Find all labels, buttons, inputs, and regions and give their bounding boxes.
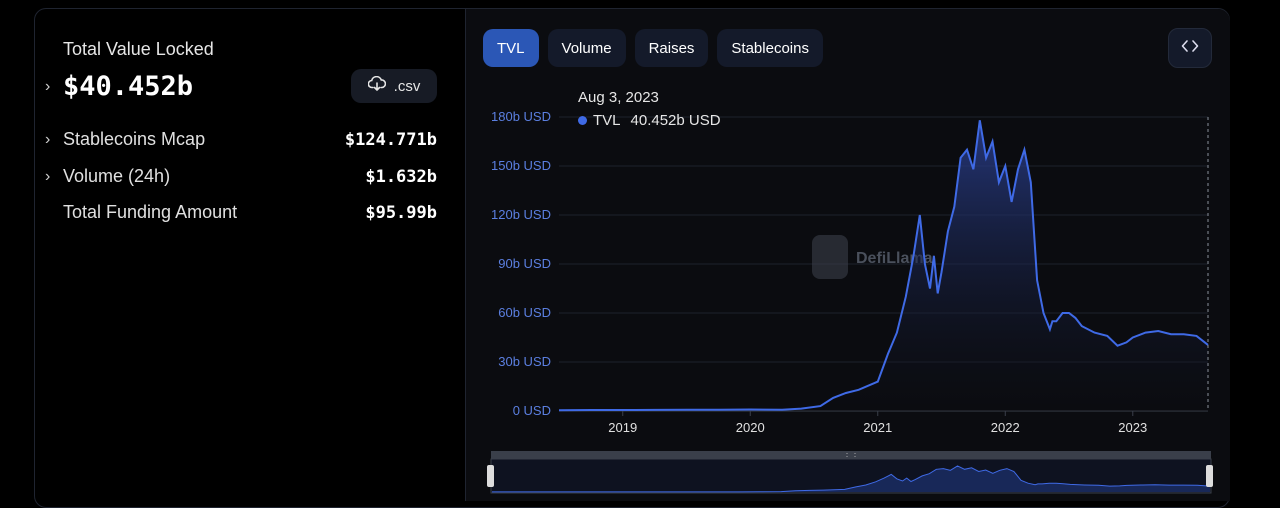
slider-track-top[interactable] [491,451,1211,459]
tooltip-series: TVL 40.452b USD [578,112,721,129]
x-tick-label: 2022 [991,420,1020,435]
slider-handle-right[interactable] [1206,465,1213,487]
slider-handle-left[interactable] [487,465,494,487]
dashboard-card: Total Value Locked › $40.452b .csv › Sta… [34,8,1230,508]
mini-line [492,465,1211,493]
x-axis: 2019 2020 2021 2022 2023 [608,411,1147,435]
tooltip-date: Aug 3, 2023 [578,89,659,106]
stat-value: $95.99b [365,202,437,223]
tab-volume[interactable]: Volume [547,29,626,67]
stat-value: $124.771b [344,129,437,150]
y-tick-label: 90b USD [498,256,551,271]
stat-row-volume[interactable]: › Volume (24h) $1.632b [45,166,437,187]
series-dot-icon [578,116,587,125]
x-tick-label: 2020 [736,420,765,435]
y-tick-label: 150b USD [491,158,551,173]
code-icon [1181,39,1199,58]
embed-code-button[interactable] [1168,28,1212,68]
grip-icon: ⋮⋮ [843,452,859,461]
csv-label: .csv [393,77,421,95]
x-tick-label: 2019 [608,420,637,435]
y-axis: 0 USD 30b USD 60b USD 90b USD 120b USD 150b U… [491,109,551,418]
stat-value: $1.632b [365,166,437,187]
tvl-row[interactable]: › $40.452b [45,71,193,102]
stat-label-wrap: › Total Funding Amount [45,202,237,223]
stat-row-stablecoins[interactable]: › Stablecoins Mcap $124.771b [45,129,437,150]
chevron-right-icon: › [45,167,51,185]
tab-tvl[interactable]: TVL [483,29,539,67]
mini-area [492,465,1210,492]
x-tick-label: 2021 [863,420,892,435]
chart-tooltip: Aug 3, 2023 TVL 40.452b USD [578,89,721,129]
summary-panel: Total Value Locked › $40.452b .csv › Sta… [35,9,465,501]
y-tick-label: 180b USD [491,109,551,124]
chevron-right-icon: › [45,130,51,148]
y-tick-label: 120b USD [491,207,551,222]
tvl-area [559,120,1208,412]
stat-row-funding: › Total Funding Amount $95.99b [45,202,437,223]
tooltip-series-name: TVL [593,112,621,129]
tvl-value: $40.452b [63,71,194,102]
cloud-download-icon [367,75,386,96]
chart-panel: TVL Volume Raises Stablecoins 0 USD 30b U… [465,9,1230,501]
x-tick-label: 2023 [1118,420,1147,435]
tvl-label: Total Value Locked [63,39,214,59]
y-tick-label: 30b USD [498,354,551,369]
stat-label-wrap: › Volume (24h) [45,166,170,187]
tooltip-value: 40.452b USD [630,112,721,129]
stat-label-wrap: › Stablecoins Mcap [45,129,205,150]
tab-stablecoins[interactable]: Stablecoins [717,29,823,67]
range-slider[interactable]: ⋮⋮ [487,451,1213,494]
chart-tabs: TVL Volume Raises Stablecoins [483,29,823,67]
download-csv-button[interactable]: .csv [351,69,437,103]
tab-raises[interactable]: Raises [634,29,709,67]
llama-logo-icon [812,235,848,279]
y-tick-label: 0 USD [513,403,551,418]
y-tick-label: 60b USD [498,305,551,320]
tvl-chart[interactable]: 0 USD 30b USD 60b USD 90b USD 120b USD 150b U… [466,9,1230,501]
stat-label: Volume (24h) [63,166,171,186]
chevron-right-icon: › [45,77,51,95]
stat-label: Stablecoins Mcap [63,129,206,149]
stat-label: Total Funding Amount [63,202,238,222]
tvl-line [558,120,1209,412]
